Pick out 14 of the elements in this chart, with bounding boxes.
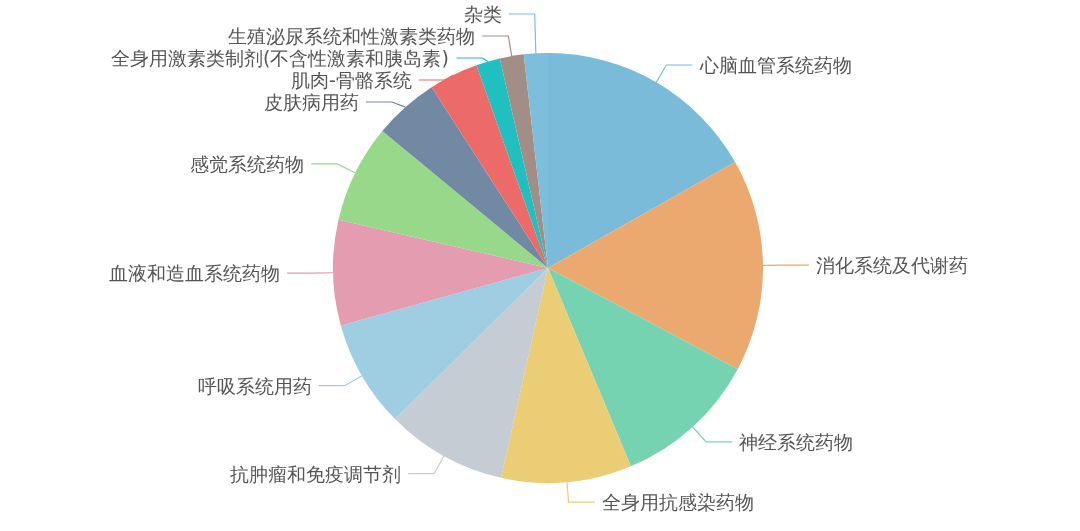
slice-label: 神经系统药物 bbox=[739, 431, 853, 453]
slice-label: 感觉系统药物 bbox=[190, 153, 304, 175]
slice-label: 杂类 bbox=[464, 3, 502, 25]
slice-label: 消化系统及代谢药 bbox=[816, 254, 968, 276]
slice-label: 全身用抗感染药物 bbox=[602, 491, 754, 513]
slice-label: 呼吸系统用药 bbox=[198, 375, 312, 397]
slice-label: 全身用激素类制剂(不含性激素和胰岛素) bbox=[111, 47, 449, 69]
slice-label: 抗肿瘤和免疫调节剂 bbox=[230, 463, 401, 485]
slice-label: 肌肉-骨骼系统 bbox=[291, 69, 412, 91]
slice-label: 血液和造血系统药物 bbox=[109, 262, 280, 284]
slice-label: 皮肤病用药 bbox=[264, 91, 359, 113]
slice-label: 生殖泌尿系统和性激素类药物 bbox=[228, 25, 475, 47]
slice-label: 心脑血管系统药物 bbox=[699, 54, 852, 76]
pie-slice bbox=[548, 268, 738, 467]
